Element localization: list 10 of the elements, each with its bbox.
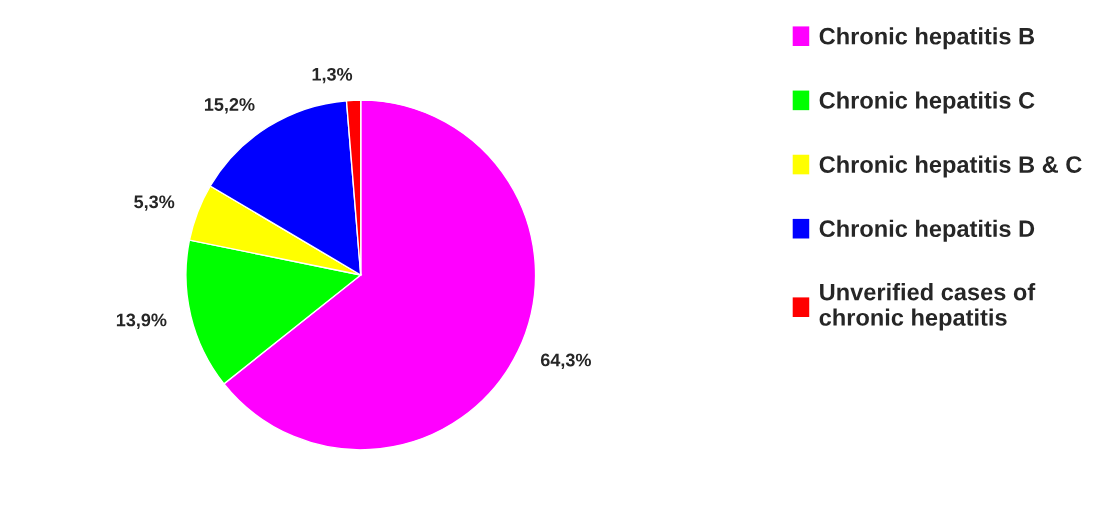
legend-label: Chronic hepatitis C xyxy=(819,91,1035,114)
legend-label: Chronic hepatitis B xyxy=(819,27,1035,50)
data-label: 5,3% xyxy=(134,195,175,211)
legend-label: Chronic hepatitis B & C xyxy=(819,155,1082,178)
data-label: 1,3% xyxy=(312,67,353,84)
data-label: 64,3% xyxy=(540,353,591,369)
legend-label: Chronic hepatitis D xyxy=(819,219,1035,242)
data-label: 15,2% xyxy=(204,98,255,114)
legend-label: Unverified cases of chronic hepatitis xyxy=(819,283,1036,331)
data-label: 13,9% xyxy=(116,313,167,329)
